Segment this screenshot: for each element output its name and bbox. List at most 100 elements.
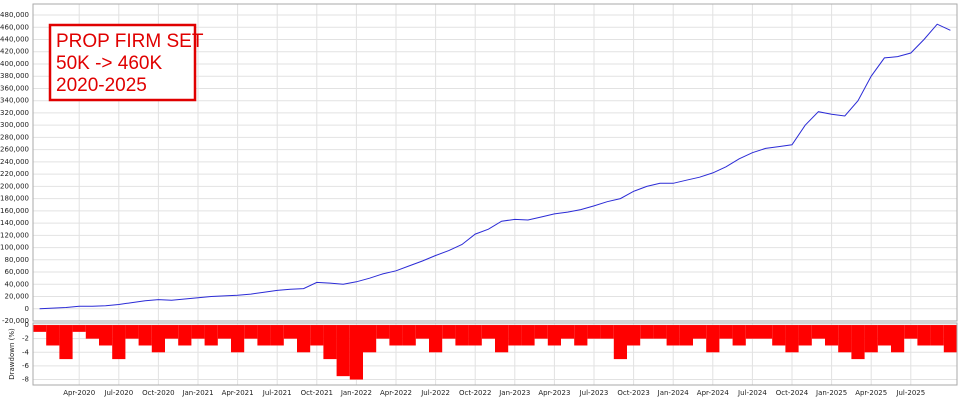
annotation-text: PROP FIRM SET [56, 31, 204, 52]
x-tick-label: Jan-2024 [657, 389, 690, 397]
y-tick-label: 120,000 [0, 231, 29, 239]
x-tick-label: Jul-2023 [579, 389, 609, 397]
drawdown-bar [257, 325, 271, 346]
drawdown-bar [917, 325, 931, 346]
x-tick-label: Jul-2025 [895, 389, 925, 397]
drawdown-bar [627, 325, 641, 346]
drawdown-bar [99, 325, 113, 346]
y-tick-label: 20,000 [5, 293, 30, 301]
x-tick-label: Jul-2022 [420, 389, 450, 397]
drawdown-bar [785, 325, 799, 353]
y-tick-label: 200,000 [0, 182, 29, 190]
drawdown-bar [679, 325, 693, 346]
drawdown-bar [112, 325, 126, 360]
drawdown-bar [376, 325, 390, 339]
drawdown-bar [46, 325, 60, 346]
x-tick-label: Oct-2022 [459, 389, 491, 397]
drawdown-bar [402, 325, 416, 346]
drawdown-bar [389, 325, 403, 346]
y-axis-label: Drawdown (%) [8, 328, 16, 380]
x-tick-label: Jul-2021 [262, 389, 292, 397]
plot-frame [32, 322, 958, 386]
y-tick-label: 0 [25, 321, 29, 329]
drawdown-bar [33, 325, 47, 332]
y-tick-label: -4 [22, 348, 30, 356]
drawdown-bar [310, 325, 324, 346]
drawdown-bar [574, 325, 588, 346]
drawdown-bar [283, 325, 297, 339]
x-tick-label: Oct-2024 [776, 389, 809, 397]
x-tick-label: Apr-2023 [538, 389, 570, 397]
drawdown-bar [798, 325, 812, 346]
drawdown-bar [125, 325, 139, 339]
annotation-box [48, 23, 197, 102]
x-tick-label: Oct-2023 [617, 389, 649, 397]
annotation-text: 50K -> 460K [56, 53, 162, 74]
drawdown-bar [204, 325, 218, 346]
drawdown-bar [666, 325, 680, 346]
drawdown-bar [811, 325, 825, 339]
x-tick-label: Apr-2024 [697, 389, 730, 397]
y-tick-label: -8 [22, 376, 29, 384]
drawdown-bar [415, 325, 429, 339]
drawdown-bar [891, 325, 905, 353]
y-tick-label: 360,000 [0, 84, 29, 92]
drawdown-bar [706, 325, 720, 353]
y-tick-label: 340,000 [0, 97, 29, 105]
drawdown-bar [877, 325, 891, 346]
drawdown-bar [508, 325, 522, 346]
y-tick-label: 140,000 [0, 219, 29, 227]
drawdown-bar [772, 325, 786, 346]
x-tick-label: Apr-2025 [855, 389, 887, 397]
x-tick-label: Apr-2021 [222, 389, 254, 397]
y-tick-label: 100,000 [0, 244, 29, 252]
drawdown-bar [442, 325, 456, 339]
drawdown-bar [851, 325, 865, 360]
x-tick-label: Jul-2020 [103, 389, 133, 397]
x-tick-label: Apr-2022 [380, 389, 412, 397]
plot-frame [32, 3, 958, 322]
drawdown-bar [72, 325, 86, 332]
drawdown-bar [930, 325, 944, 346]
drawdown-bar [85, 325, 99, 339]
drawdown-bar [547, 325, 561, 346]
drawdown-bar [165, 325, 179, 339]
y-tick-label: 0 [25, 305, 29, 313]
drawdown-bar [363, 325, 377, 353]
drawdown-bar [838, 325, 852, 353]
drawdown-bar [745, 325, 759, 339]
y-tick-label: 220,000 [0, 170, 29, 178]
drawdown-bar [468, 325, 482, 346]
drawdown-bar [244, 325, 258, 339]
y-tick-label: 400,000 [0, 60, 29, 68]
y-tick-label: 160,000 [0, 207, 29, 215]
drawdown-bar [587, 325, 601, 339]
drawdown-bar [178, 325, 192, 346]
x-tick-label: Oct-2020 [142, 389, 174, 397]
y-tick-label: 480,000 [0, 11, 29, 19]
drawdown-bar [495, 325, 509, 353]
drawdown-bar [653, 325, 667, 339]
x-tick-label: Jul-2024 [737, 389, 767, 397]
y-tick-label: 240,000 [0, 158, 29, 166]
y-tick-label: 440,000 [0, 35, 29, 43]
drawdown-bar [191, 325, 205, 339]
drawdown-bar [455, 325, 469, 346]
drawdown-bar [297, 325, 311, 353]
drawdown-bar [732, 325, 746, 346]
y-tick-label: 300,000 [0, 121, 29, 129]
drawdown-bar [943, 325, 957, 353]
x-tick-label: Jan-2025 [815, 389, 847, 397]
drawdown-bar [270, 325, 284, 346]
y-tick-label: 420,000 [0, 48, 29, 56]
y-tick-label: 320,000 [0, 109, 29, 117]
y-tick-label: -20,000 [2, 317, 29, 325]
equity-line [39, 23, 951, 310]
drawdown-bar [336, 325, 350, 377]
drawdown-bar [825, 325, 839, 346]
y-tick-label: 80,000 [5, 256, 30, 264]
x-tick-label: Jan-2023 [498, 389, 530, 397]
drawdown-bar [561, 325, 575, 339]
drawdown-bar [481, 325, 495, 339]
drawdown-bar [613, 325, 627, 360]
